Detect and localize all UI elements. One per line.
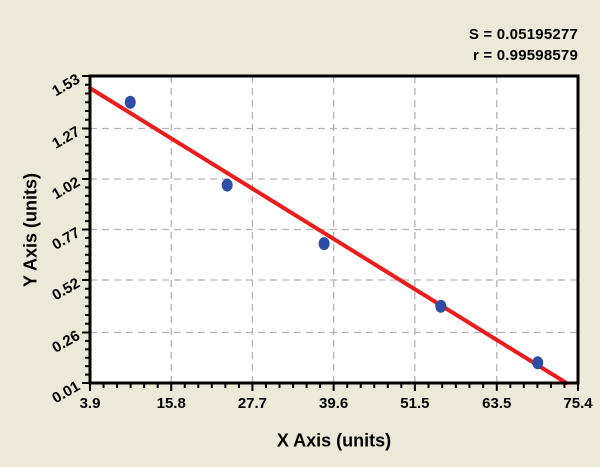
- stats-annotation: S = 0.05195277 r = 0.99598579: [469, 24, 578, 66]
- x-tick-label: 75.4: [563, 395, 593, 412]
- y-tick-label: 0.52: [49, 275, 83, 304]
- x-tick-label: 3.9: [80, 395, 101, 412]
- x-tick-label: 15.8: [157, 395, 186, 412]
- x-tick-label: 51.5: [400, 395, 429, 412]
- data-point: [435, 299, 447, 313]
- x-tick-label: 63.5: [482, 395, 511, 412]
- y-tick-label: 1.02: [49, 174, 83, 203]
- y-tick-label: 1.53: [49, 71, 83, 100]
- y-axis-title: Y Axis (units): [20, 172, 41, 288]
- y-tick-label: 0.01: [49, 378, 83, 407]
- fit-line: [88, 86, 569, 385]
- y-tick-label: 0.26: [49, 327, 83, 356]
- data-point: [532, 356, 544, 370]
- stat-r-value: r = 0.99598579: [473, 47, 578, 64]
- y-tick-label: 1.27: [49, 123, 83, 152]
- stat-s-value: S = 0.05195277: [468, 26, 578, 43]
- data-point: [221, 178, 233, 192]
- x-tick-label: 27.7: [238, 395, 267, 412]
- x-axis-title: X Axis (units): [276, 430, 392, 451]
- data-point: [318, 237, 330, 251]
- y-tick-label: 0.77: [49, 224, 83, 253]
- x-tick-label: 39.6: [319, 395, 348, 412]
- data-point: [124, 95, 136, 109]
